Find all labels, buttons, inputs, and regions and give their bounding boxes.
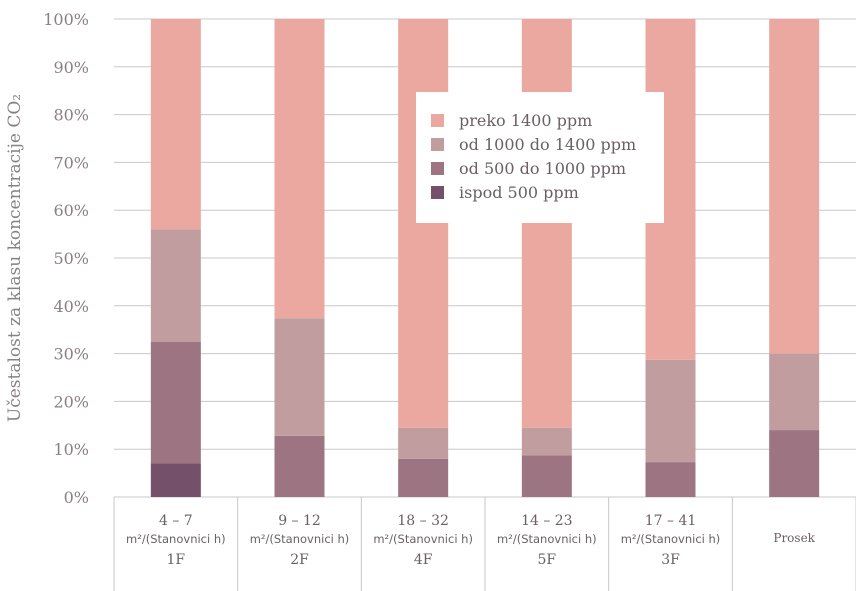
legend-box (416, 92, 664, 223)
y-tick-label: 20% (53, 392, 89, 411)
category-unit: m²/(Stanovnici h) (250, 532, 350, 546)
bar-segment (274, 318, 325, 436)
category-range: 14 – 23 (521, 513, 573, 529)
bar-segment (274, 435, 325, 497)
category-range: 17 – 41 (645, 513, 697, 529)
category-unit: m²/(Stanovnici h) (126, 532, 226, 546)
y-tick-label: 100% (43, 10, 89, 29)
legend-swatch (431, 186, 444, 199)
legend-swatch (431, 162, 444, 175)
category-unit: m²/(Stanovnici h) (497, 532, 597, 546)
bar-segment (398, 427, 449, 459)
category-floor: 1F (167, 552, 186, 568)
category-range: 4 – 7 (159, 513, 193, 529)
category-label: Prosek (773, 531, 815, 545)
category-floor: 4F (414, 552, 433, 568)
legend-swatch (431, 138, 444, 151)
legend-label: preko 1400 ppm (459, 111, 592, 130)
legend-label: od 1000 do 1400 ppm (459, 135, 636, 154)
bar-segment (274, 19, 325, 319)
bar-segment (769, 19, 820, 354)
y-tick-label: 80% (53, 106, 89, 125)
bar-segment (398, 19, 449, 428)
y-tick-label: 0% (64, 488, 89, 507)
bar-segment (398, 458, 449, 497)
category-axis: 4 – 7 m²/(Stanovnici h) 1F 9 – 12 m²/(Stanov… (113, 497, 856, 591)
bar-segment (645, 359, 696, 463)
y-axis-label: Učestalost za klasu koncentracije CO₂ (5, 94, 25, 422)
category-range: 18 – 32 (397, 513, 449, 529)
bar-segment (769, 430, 820, 497)
y-tick-label: 40% (53, 297, 89, 316)
y-tick-label: 30% (53, 345, 89, 364)
category-floor: 2F (290, 552, 309, 568)
category-unit: m²/(Stanovnici h) (621, 532, 721, 546)
y-tick-label: 90% (53, 58, 89, 77)
bar-segment (150, 341, 201, 464)
bar-segment (521, 427, 572, 456)
bar-segment (150, 19, 201, 230)
y-tick-label: 10% (53, 440, 89, 459)
bar-segment (521, 455, 572, 497)
y-axis-ticks: 0% 10% 20% 30% 40% 50% 60% 70% 80% 90% 100% (43, 10, 89, 507)
legend-label: ispod 500 ppm (459, 183, 579, 202)
legend-label: od 500 do 1000 ppm (459, 159, 626, 178)
gridlines (114, 18, 856, 498)
category-range: 9 – 12 (278, 513, 321, 529)
bar-segment (521, 19, 572, 428)
bar-segment (150, 229, 201, 342)
category-floor: 3F (661, 552, 680, 568)
bar-segment (150, 463, 201, 497)
legend-swatch (431, 114, 444, 127)
bar-segment (645, 462, 696, 497)
legend: preko 1400 ppm od 1000 do 1400 ppm od 500 … (416, 92, 664, 223)
y-tick-label: 50% (53, 249, 89, 268)
bar-segment (769, 353, 820, 431)
category-floor: 5F (538, 552, 557, 568)
bars (150, 19, 820, 497)
y-tick-label: 70% (53, 153, 89, 172)
y-tick-label: 60% (53, 201, 89, 220)
category-unit: m²/(Stanovnici h) (373, 532, 473, 546)
